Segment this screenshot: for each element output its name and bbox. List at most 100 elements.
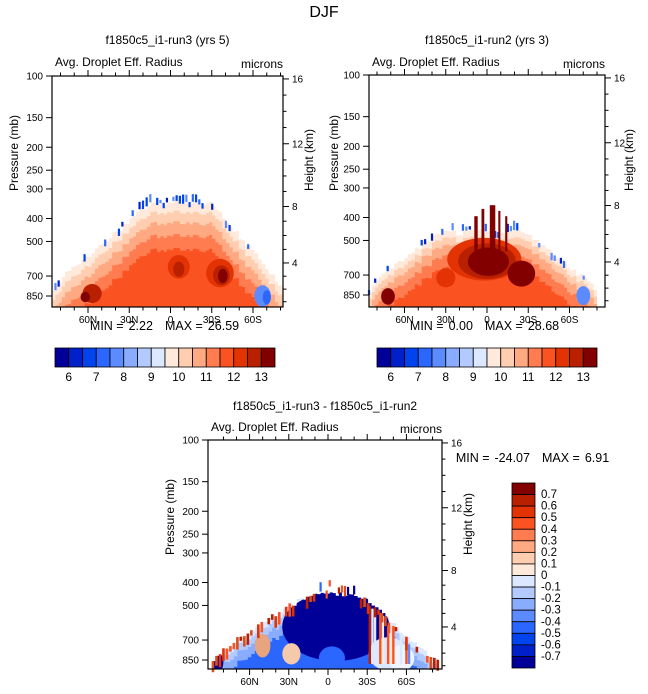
blue-speckle (194, 194, 198, 203)
panel2-min-label: MIN = (409, 319, 444, 333)
warm-fringe-dash (312, 593, 316, 602)
warm-fringe-dash (236, 637, 239, 650)
pressure-tick-label: 700 (26, 272, 43, 283)
warm-fringe-dash (291, 605, 295, 617)
blue-speckle (386, 265, 389, 272)
top-spike (340, 585, 344, 593)
pressure-tick-label: 500 (182, 601, 199, 612)
blue-speckle (506, 223, 509, 233)
pressure-tick-label: 850 (182, 655, 199, 666)
contour-blob (262, 290, 271, 305)
flank-stripe (392, 626, 395, 664)
height-tick-label: 16 (451, 438, 463, 449)
top-spike (328, 580, 331, 587)
warm-fringe-dash (267, 618, 271, 625)
pressure-tick-label: 400 (26, 214, 43, 225)
colorbar-label: 0.1 (541, 558, 557, 570)
panel3-title: f1850c5_i1-run3 - f1850c5_i1-run2 (232, 399, 418, 413)
pressure-tick-label: 150 (182, 477, 199, 488)
tick-labels-run3: 100 150 200 250 300 400 500 700 850 4 8 12 16 60N 30N 0… (26, 72, 303, 327)
blue-speckle (553, 255, 556, 261)
height-tick-label: 8 (614, 201, 620, 212)
colorbar-cell (82, 347, 97, 368)
lat-tick-label: 60N (240, 677, 258, 688)
colorbar-cell (486, 347, 502, 368)
pressure-tick-label: 400 (182, 578, 199, 589)
warm-fringe-dash (377, 609, 380, 615)
maroon-spike (474, 216, 478, 252)
contour-blob (80, 291, 91, 303)
colorbar-cell (404, 347, 419, 368)
dome-art-diff (213, 591, 438, 669)
colorbar-cell (511, 609, 536, 623)
blue-speckle (178, 195, 181, 204)
flank-stripe (373, 610, 377, 664)
warm-fringe-dash (243, 636, 246, 647)
warm-fringe-dash (215, 655, 218, 666)
colorbar-cell (511, 517, 536, 530)
warm-fringe-dash (288, 603, 291, 617)
colorbar-cell (511, 621, 536, 634)
ticks-diff (202, 434, 448, 675)
colorbar-cell (511, 540, 536, 553)
blue-speckle (424, 239, 427, 245)
ticks-run2 (363, 69, 611, 313)
warm-fringe-dash (373, 607, 377, 618)
colorbar-cell (109, 347, 125, 368)
colorbar-label: -0.5 (541, 628, 561, 640)
warm-fringe-dash (225, 648, 229, 660)
colorbar-cell (511, 505, 536, 519)
warm-fringe-dash (429, 656, 433, 670)
pressure-tick-label: 150 (26, 113, 43, 124)
colorbar-label: 0.5 (541, 512, 557, 524)
panel1-min-value: 2.22 (128, 319, 153, 333)
tick-labels-run2: 100 150 200 250 300 400 500 700 850 4 8 12 16 60N 30N 0… (343, 71, 625, 327)
blue-speckle (185, 194, 188, 202)
height-tick-label: 12 (614, 138, 626, 149)
panel2-title: f1850c5_i1-run2 (yrs 3) (424, 33, 550, 47)
blue-speckle (562, 261, 566, 268)
warm-fringe-dash (405, 636, 408, 651)
colorbar-run3 (54, 347, 276, 368)
colorbar-label: -0.3 (541, 605, 561, 617)
flank-stripe (379, 612, 382, 664)
blue-speckle (247, 244, 250, 249)
pressure-tick-label: 250 (182, 530, 199, 541)
warm-fringe-dash (436, 659, 440, 671)
colorbar-cell (390, 347, 405, 368)
tick-labels-diff: 100 150 200 250 300 400 500 700 850 4 8 12 16 60N 30N 0… (182, 436, 462, 689)
colorbar-label: -0.2 (541, 593, 561, 605)
height-tick-label: 12 (292, 139, 304, 150)
colorbar-cell (511, 482, 536, 495)
pressure-tick-label: 300 (343, 183, 360, 194)
lat-tick-label: 30N (437, 315, 455, 326)
blue-speckle (468, 226, 471, 230)
pressure-tick-label: 500 (343, 236, 360, 247)
colorbar-cell (205, 347, 221, 368)
colorbar-cell (527, 347, 543, 368)
colorbar-label: -0.6 (541, 639, 561, 651)
lat-tick-label: 30S (203, 315, 221, 326)
colorbar-cell (511, 644, 536, 657)
panel3-min-label: MIN = (455, 451, 490, 465)
lat-tick-label: 30N (280, 677, 298, 688)
colorbar-cell (54, 347, 70, 368)
warm-fringe-dash (309, 595, 312, 603)
height-tick-label: 16 (614, 73, 626, 84)
height-tick-label: 8 (292, 202, 298, 213)
colorbar-cell (472, 347, 488, 368)
colorbar-label: 9 (470, 370, 477, 384)
panel3-subtitle: Avg. Droplet Eff. Radius (211, 420, 339, 434)
blue-speckle (550, 252, 553, 261)
height-tick-label: 16 (292, 74, 304, 85)
colorbar-cell (164, 347, 180, 368)
height-tick-label: 4 (292, 258, 298, 269)
pressure-tick-label: 150 (343, 112, 360, 123)
colorbar-cell (500, 347, 515, 368)
panel2-units-label: microns (562, 57, 605, 71)
colorbar-cell (511, 528, 536, 542)
axes-diff (207, 439, 443, 670)
panel3-max-value: 6.91 (584, 451, 610, 465)
top-spike (346, 586, 350, 596)
panel2-stats: MIN = 0.00 MAX = 28.68 (357, 319, 617, 333)
